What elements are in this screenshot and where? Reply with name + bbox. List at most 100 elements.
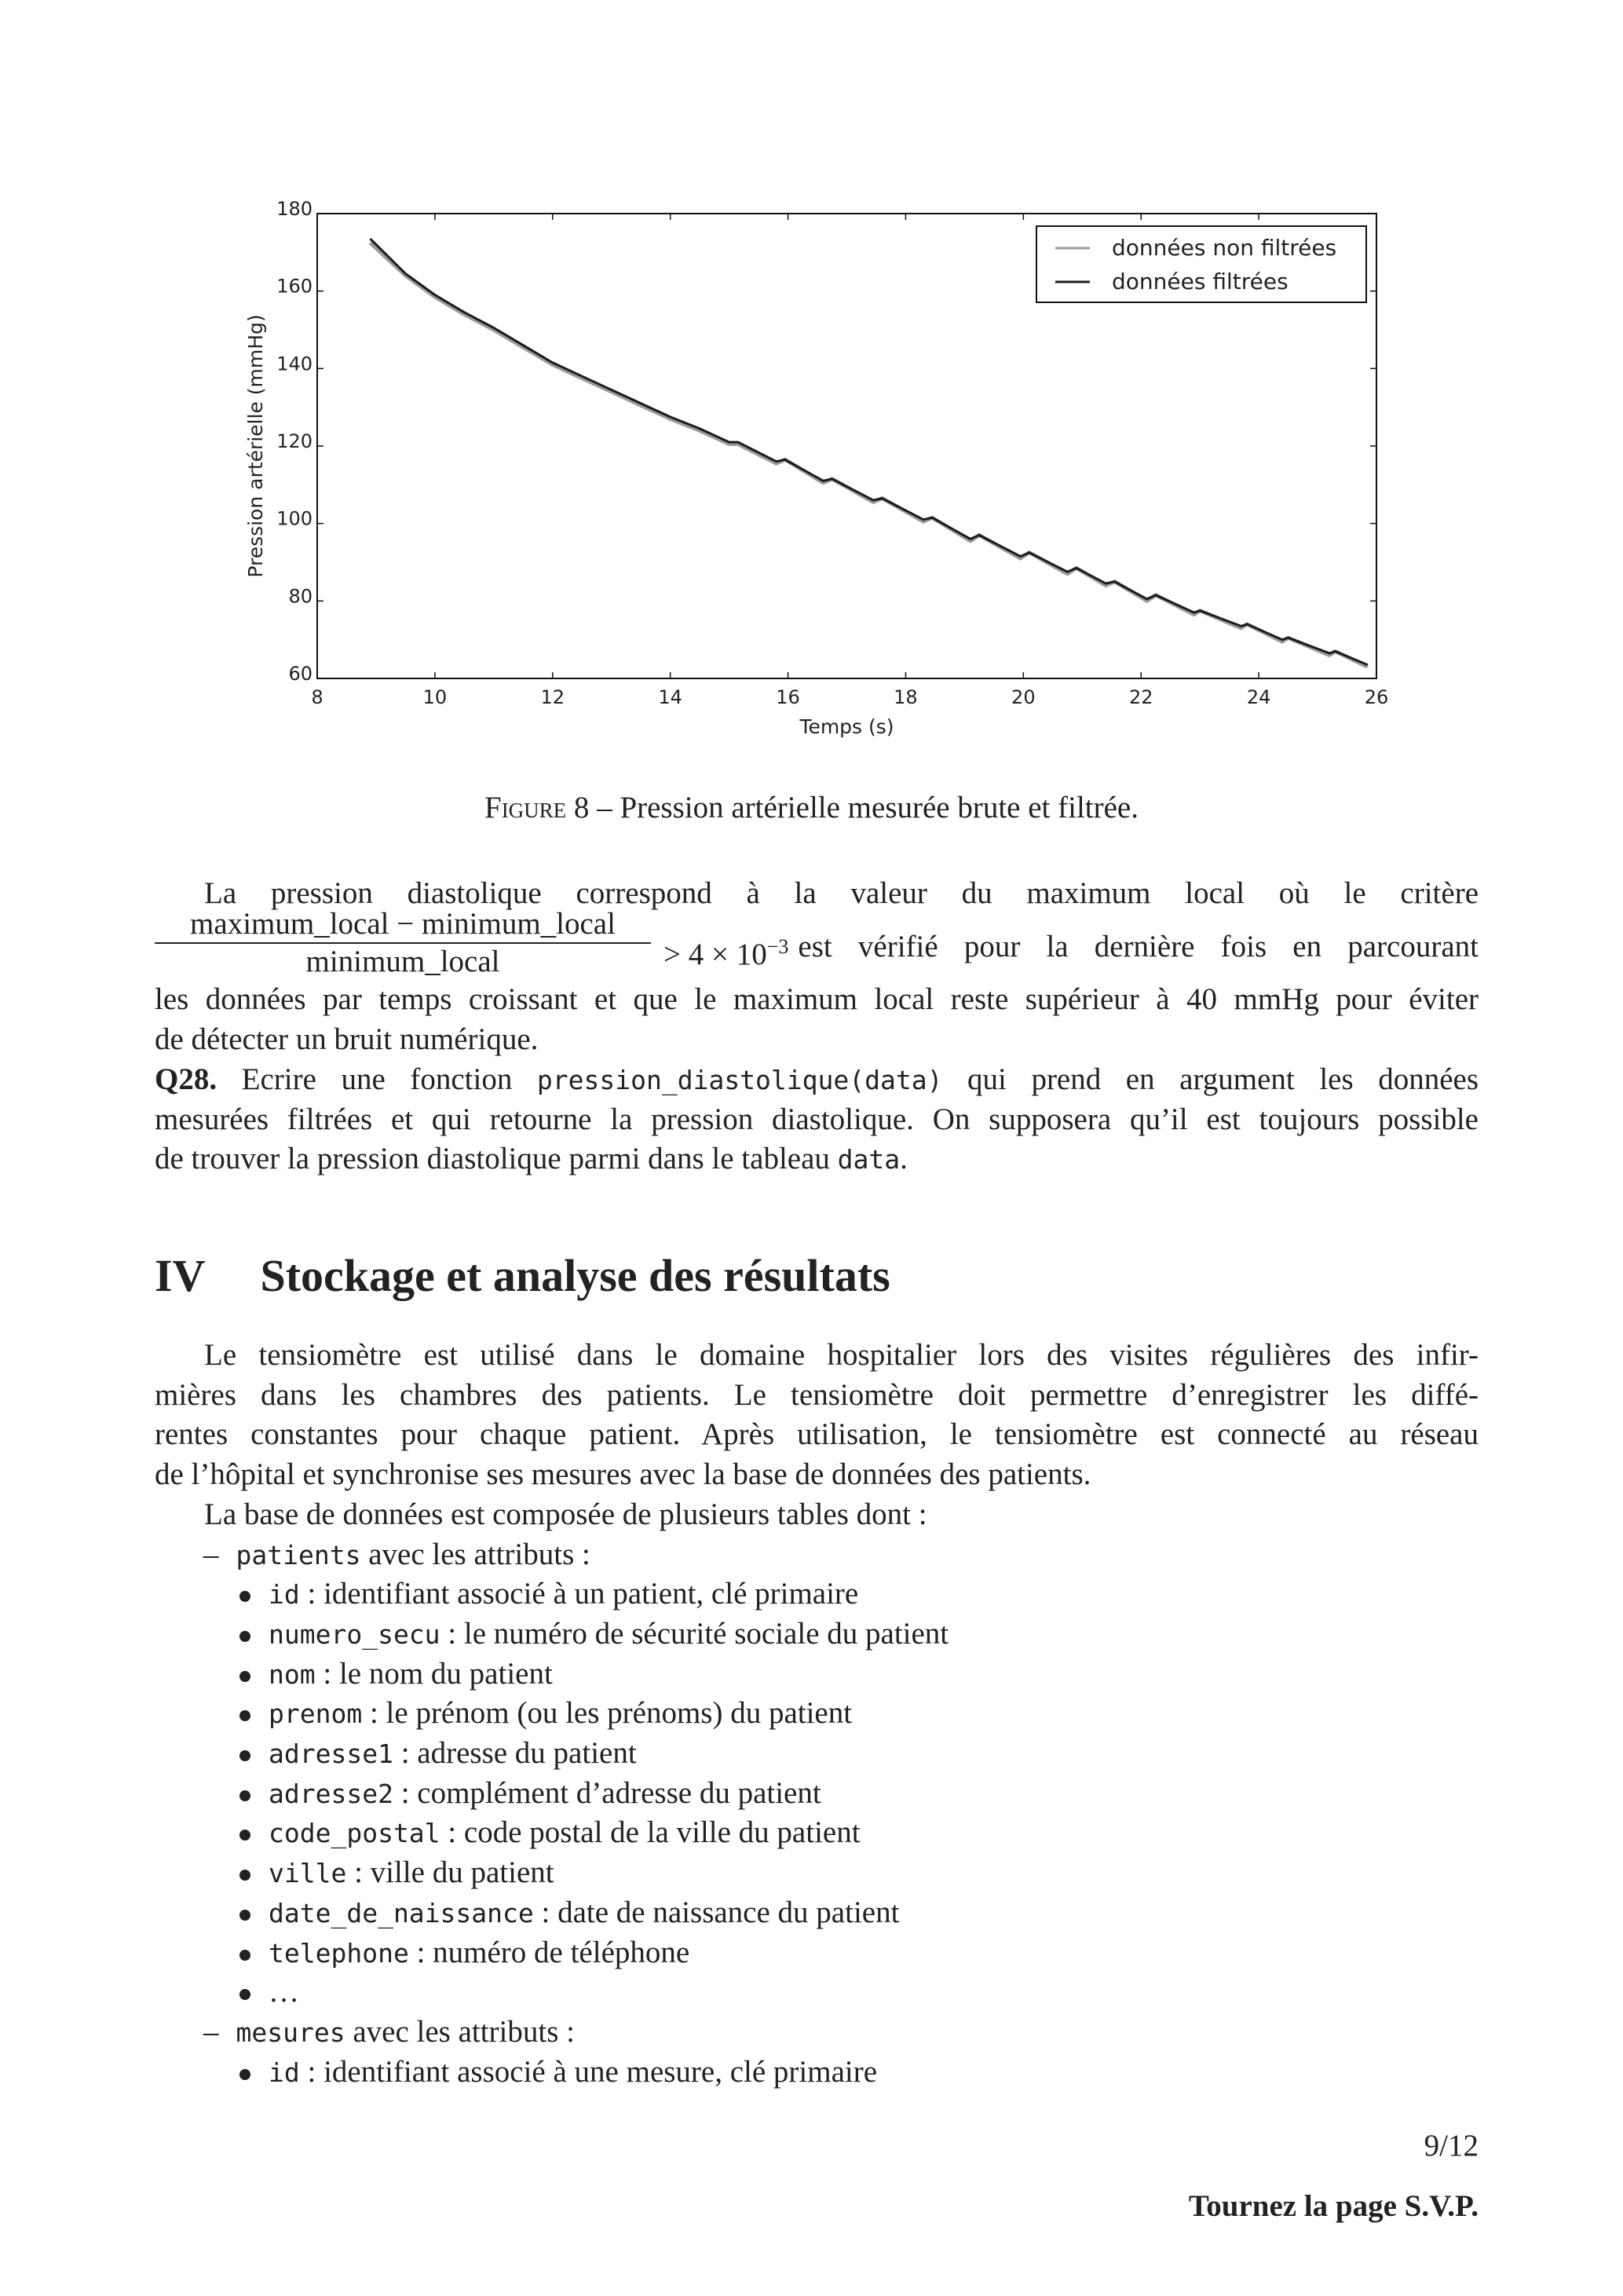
attribute-name: telephone	[269, 1937, 409, 1969]
intro-line: mières dans les chambres des patients. L…	[155, 1377, 1479, 1412]
section-heading: IV Stockage et analyse des résultats	[155, 1249, 890, 1303]
y-tick-label: 140	[276, 353, 313, 375]
legend-label: données non filtrées	[1112, 235, 1336, 261]
intro-line: Le tensiomètre est utilisé dans le domai…	[204, 1338, 1479, 1372]
attribute-desc: : identifiant associé à un patient, clé …	[299, 1577, 859, 1611]
bullet-icon	[239, 1670, 250, 1682]
turn-page-note: Tournez la page S.V.P.	[1188, 2189, 1479, 2223]
para1-line1: La pression diastolique correspond à la …	[204, 876, 1479, 910]
bullet-icon	[239, 1630, 250, 1642]
fraction-denominator: minimum_local	[305, 945, 500, 978]
x-axis-label: Temps (s)	[799, 715, 894, 738]
attribute-desc: : code postal de la ville du patient	[440, 1815, 861, 1850]
attribute-item: adresse1 : adresse du patient	[269, 1733, 1592, 1773]
attribute-name: id	[269, 2057, 300, 2088]
attribute-item: nom : le nom du patient	[269, 1654, 1592, 1694]
attribute-name: date_de_naissance	[269, 1897, 534, 1929]
bullet-icon	[239, 1830, 250, 1841]
bullet-icon	[239, 1591, 250, 1603]
y-tick-label: 60	[288, 663, 313, 685]
figure-caption: Figure 8 – Pression artérielle mesurée b…	[0, 788, 1623, 828]
inequality: > 4 × 10−3	[663, 927, 789, 971]
intro-line: rentes constantes pour chaque patient. A…	[155, 1417, 1479, 1452]
attribute-item: prenom : le prénom (ou les prénoms) du p…	[269, 1693, 1592, 1733]
attribute-item: id : identifiant associé à un patient, c…	[269, 1574, 1592, 1614]
attribute-item: adresse2 : complément d’adresse du patie…	[269, 1773, 1592, 1813]
q28-line: de trouver la pression diastolique parmi…	[155, 1139, 1479, 1179]
bullet-icon	[239, 1989, 250, 2001]
text-segment: .	[900, 1142, 908, 1176]
bullet-icon	[239, 1710, 250, 1722]
attribute-desc: : date de naissance du patient	[533, 1895, 900, 1929]
para1-line2-text: est vérifié pour la dernière fois en par…	[798, 930, 1479, 963]
table-name: mesures	[236, 2016, 345, 2048]
table-name: patients	[236, 1539, 361, 1570]
figure-label: Figure 8	[484, 791, 590, 824]
attribute-desc: : complément d’adresse du patient	[393, 1775, 821, 1810]
attribute-item: numero_secu : le numéro de sécurité soci…	[269, 1614, 1592, 1654]
dash: –	[203, 1537, 219, 1571]
para1-line4: de détecter un bruit numérique.	[155, 1022, 539, 1056]
text-segment: mesurées filtrées et qui retourne la pre…	[155, 1102, 1479, 1136]
exponent: −3	[766, 935, 789, 958]
inline-code: data	[837, 1144, 901, 1175]
bullet-icon	[239, 1949, 250, 1961]
inline-code: pression_diastolique(data)	[536, 1065, 943, 1095]
attribute-item: ville : ville du patient	[269, 1852, 1592, 1892]
intro-line: La base de données est composée de plusi…	[204, 1497, 927, 1531]
para1-line2: > 4 × 10−3 est vérifié pour la dernière …	[663, 927, 1479, 971]
y-tick-label: 180	[276, 198, 313, 220]
section-number: IV	[155, 1250, 206, 1301]
y-tick-label: 120	[276, 430, 313, 452]
criterion-fraction: maximum_local − minimum_local minimum_lo…	[155, 906, 651, 980]
attribute-desc: : le numéro de sécurité sociale du patie…	[440, 1616, 949, 1651]
x-tick-label: 12	[541, 686, 565, 708]
series-line-0	[368, 241, 1369, 669]
attribute-desc: : le prénom (ou les prénoms) du patient	[362, 1696, 853, 1731]
attribute-item: id : identifiant associé à une mesure, c…	[269, 2052, 1592, 2092]
y-axis-label: Pression artérielle (mmHg)	[244, 314, 267, 577]
dash: –	[203, 2014, 219, 2049]
table-suffix: avec les attributs :	[360, 1537, 590, 1571]
y-tick-label: 160	[276, 276, 313, 298]
q28-line: Q28. Ecrire une fonction pression_diasto…	[155, 1059, 1479, 1099]
x-tick-label: 10	[423, 686, 448, 708]
table-item: – mesures avec les attributs :	[203, 2012, 1527, 2052]
caption-text: – Pression artérielle mesurée brute et f…	[589, 791, 1139, 824]
table-item: – patients avec les attributs :	[203, 1534, 1527, 1574]
y-tick-label: 100	[276, 508, 313, 530]
legend-label: données filtrées	[1112, 269, 1289, 294]
intro-line: de l’hôpital et synchronise ses mesures …	[155, 1457, 1091, 1492]
y-tick-label: 80	[288, 585, 313, 607]
attribute-item: …	[269, 1972, 1592, 2012]
x-tick-label: 26	[1365, 686, 1389, 708]
attribute-name: id	[269, 1579, 300, 1610]
attribute-name: adresse2	[269, 1778, 393, 1809]
bullet-icon	[239, 1750, 250, 1761]
attribute-name: nom	[269, 1658, 316, 1690]
attribute-desc: : numéro de téléphone	[408, 1935, 690, 1969]
text-segment: Ecrire une fonction	[217, 1062, 537, 1096]
attribute-name: ville	[269, 1858, 347, 1889]
bullet-icon	[239, 2068, 250, 2080]
pressure-chart: 8 10 12 14 16 18 20 22 24 26 60 80 100 120 140 160 180 Te…	[244, 198, 1389, 738]
attribute-item: telephone : numéro de téléphone	[269, 1932, 1592, 1972]
legend-box	[1036, 225, 1367, 303]
question-label: Q28.	[155, 1062, 217, 1096]
bullet-icon	[239, 1790, 250, 1801]
text-segment: de trouver la pression diastolique parmi…	[155, 1142, 838, 1176]
series-line-1	[369, 238, 1369, 667]
attribute-desc: : adresse du patient	[393, 1736, 637, 1770]
threshold: > 4 × 10	[663, 938, 767, 971]
x-tick-label: 14	[658, 686, 682, 708]
x-tick-label: 24	[1247, 686, 1271, 708]
attribute-desc: : identifiant associé à une mesure, clé …	[299, 2054, 878, 2089]
table-suffix: avec les attributs :	[345, 2014, 575, 2049]
x-tick-label: 8	[311, 686, 323, 708]
attribute-name: adresse1	[269, 1738, 393, 1769]
attribute-item: date_de_naissance : date de naissance du…	[269, 1892, 1592, 1932]
x-tick-label: 18	[894, 686, 918, 708]
attribute-name: numero_secu	[269, 1618, 440, 1650]
attribute-name: code_postal	[269, 1818, 440, 1849]
bullet-icon	[239, 1909, 250, 1921]
